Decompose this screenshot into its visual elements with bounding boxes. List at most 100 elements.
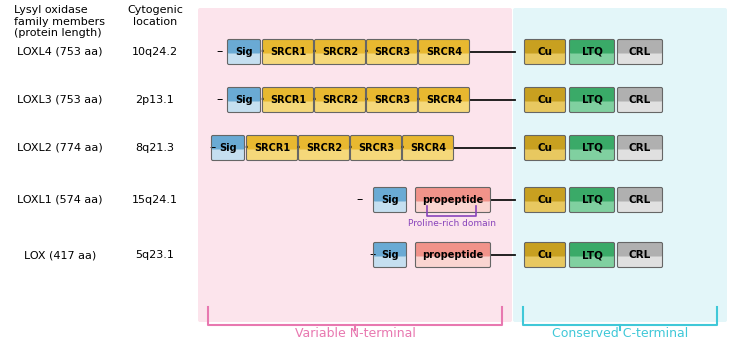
Text: Cu: Cu — [537, 47, 553, 57]
FancyBboxPatch shape — [228, 98, 261, 113]
FancyBboxPatch shape — [263, 40, 313, 53]
FancyBboxPatch shape — [570, 188, 614, 201]
Text: 10q24.2: 10q24.2 — [132, 47, 178, 57]
FancyBboxPatch shape — [374, 253, 407, 268]
FancyBboxPatch shape — [570, 199, 614, 212]
FancyBboxPatch shape — [247, 136, 297, 149]
Text: ·: · — [259, 91, 265, 109]
FancyBboxPatch shape — [617, 98, 663, 113]
FancyBboxPatch shape — [263, 87, 313, 102]
Text: ·: · — [399, 139, 404, 157]
Text: SRCR3: SRCR3 — [374, 47, 410, 57]
FancyBboxPatch shape — [570, 87, 614, 102]
Text: LOXL1 (574 aa): LOXL1 (574 aa) — [18, 195, 103, 205]
Text: CRL: CRL — [629, 250, 651, 260]
Text: –: – — [357, 194, 363, 206]
Text: ·: · — [259, 43, 265, 61]
Text: Conserved C-terminal: Conserved C-terminal — [552, 327, 688, 340]
FancyBboxPatch shape — [418, 51, 470, 64]
Text: CRL: CRL — [629, 95, 651, 105]
Text: SRCR4: SRCR4 — [426, 47, 462, 57]
Text: propeptide: propeptide — [422, 195, 484, 205]
FancyBboxPatch shape — [415, 188, 490, 201]
FancyBboxPatch shape — [314, 98, 366, 113]
FancyBboxPatch shape — [525, 40, 565, 53]
FancyBboxPatch shape — [570, 242, 614, 257]
FancyBboxPatch shape — [570, 98, 614, 113]
FancyBboxPatch shape — [418, 87, 470, 102]
FancyBboxPatch shape — [617, 199, 663, 212]
FancyBboxPatch shape — [525, 51, 565, 64]
FancyBboxPatch shape — [525, 188, 565, 201]
Text: 2p13.1: 2p13.1 — [136, 95, 175, 105]
Text: Sig: Sig — [381, 250, 399, 260]
Text: Sig: Sig — [235, 47, 252, 57]
FancyBboxPatch shape — [263, 98, 313, 113]
Text: –: – — [370, 249, 376, 262]
Text: Sig: Sig — [381, 195, 399, 205]
Text: ·: · — [295, 139, 301, 157]
Text: CRL: CRL — [629, 195, 651, 205]
FancyBboxPatch shape — [228, 87, 261, 102]
FancyBboxPatch shape — [211, 147, 244, 160]
Text: SRCR3: SRCR3 — [358, 143, 394, 153]
FancyBboxPatch shape — [617, 51, 663, 64]
FancyBboxPatch shape — [617, 87, 663, 102]
FancyBboxPatch shape — [415, 199, 490, 212]
Text: ·: · — [415, 91, 421, 109]
Text: Sig: Sig — [219, 143, 237, 153]
Text: Cytogenic
location: Cytogenic location — [127, 5, 183, 27]
Text: Variable N-terminal: Variable N-terminal — [294, 327, 415, 340]
FancyBboxPatch shape — [525, 98, 565, 113]
FancyBboxPatch shape — [525, 87, 565, 102]
FancyBboxPatch shape — [525, 199, 565, 212]
FancyBboxPatch shape — [228, 40, 261, 53]
Text: Cu: Cu — [537, 143, 553, 153]
FancyBboxPatch shape — [418, 40, 470, 53]
FancyBboxPatch shape — [525, 147, 565, 160]
FancyBboxPatch shape — [374, 188, 407, 201]
Text: 5q23.1: 5q23.1 — [136, 250, 175, 260]
Text: ·: · — [363, 43, 368, 61]
FancyBboxPatch shape — [402, 147, 454, 160]
FancyBboxPatch shape — [570, 253, 614, 268]
Text: 15q24.1: 15q24.1 — [132, 195, 178, 205]
Text: SRCR2: SRCR2 — [322, 95, 358, 105]
Text: SRCR1: SRCR1 — [270, 47, 306, 57]
FancyBboxPatch shape — [366, 40, 418, 53]
Text: LOXL2 (774 aa): LOXL2 (774 aa) — [17, 143, 103, 153]
Text: Proline-rich domain: Proline-rich domain — [407, 219, 495, 228]
FancyBboxPatch shape — [198, 8, 512, 322]
Text: ·: · — [311, 91, 316, 109]
FancyBboxPatch shape — [374, 199, 407, 212]
Text: ·: · — [347, 139, 352, 157]
FancyBboxPatch shape — [415, 253, 490, 268]
Text: LOXL4 (753 aa): LOXL4 (753 aa) — [18, 47, 103, 57]
FancyBboxPatch shape — [418, 98, 470, 113]
FancyBboxPatch shape — [525, 136, 565, 149]
FancyBboxPatch shape — [299, 147, 349, 160]
Text: SRCR1: SRCR1 — [254, 143, 290, 153]
Text: Sig: Sig — [235, 95, 252, 105]
Text: Lysyl oxidase
family members
(protein length): Lysyl oxidase family members (protein le… — [15, 5, 106, 38]
Text: 8q21.3: 8q21.3 — [136, 143, 175, 153]
FancyBboxPatch shape — [617, 136, 663, 149]
Text: CRL: CRL — [629, 47, 651, 57]
Text: ·: · — [415, 43, 421, 61]
FancyBboxPatch shape — [617, 242, 663, 257]
Text: SRCR2: SRCR2 — [322, 47, 358, 57]
Text: LTQ: LTQ — [581, 195, 603, 205]
FancyBboxPatch shape — [263, 51, 313, 64]
Text: Cu: Cu — [537, 250, 553, 260]
FancyBboxPatch shape — [525, 242, 565, 257]
FancyBboxPatch shape — [211, 136, 244, 149]
FancyBboxPatch shape — [247, 147, 297, 160]
FancyBboxPatch shape — [617, 147, 663, 160]
Text: CRL: CRL — [629, 143, 651, 153]
Text: –: – — [217, 46, 223, 58]
FancyBboxPatch shape — [314, 87, 366, 102]
Text: SRCR3: SRCR3 — [374, 95, 410, 105]
FancyBboxPatch shape — [314, 51, 366, 64]
Text: LTQ: LTQ — [581, 143, 603, 153]
FancyBboxPatch shape — [366, 51, 418, 64]
